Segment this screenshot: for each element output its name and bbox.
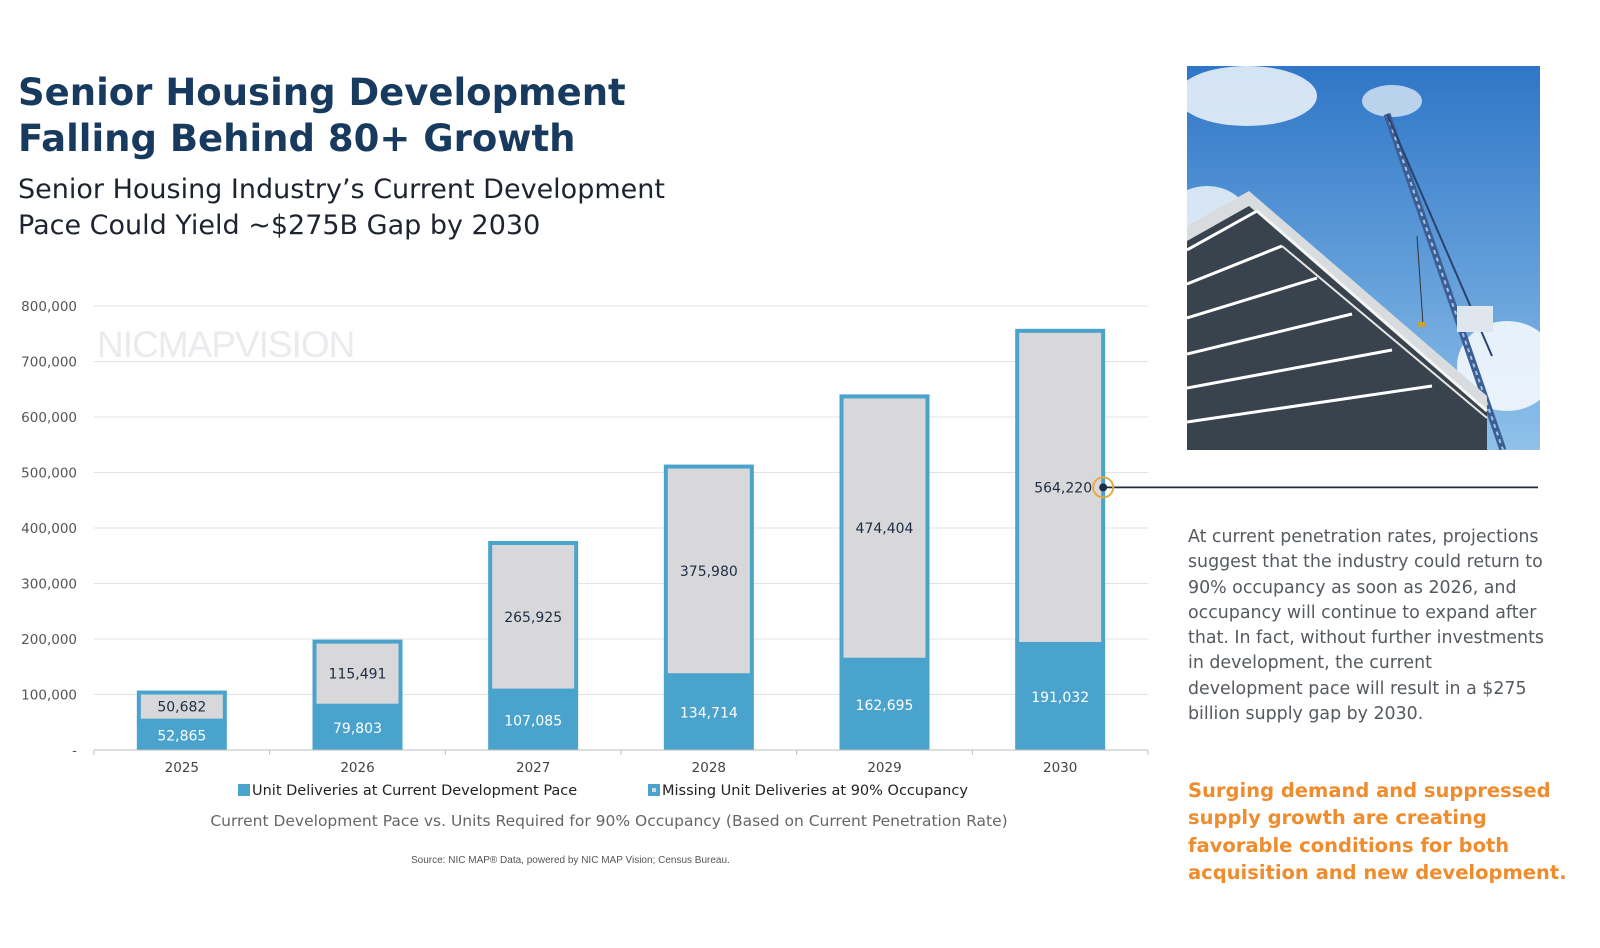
y-tick-label: 100,000: [21, 688, 77, 704]
page-subtitle: Senior Housing Industry’s Current Develo…: [18, 174, 665, 241]
bar-missing-2028: [663, 464, 754, 678]
y-tick-label: 700,000: [21, 355, 77, 371]
y-tick-label: -: [72, 743, 77, 759]
highlight-connector: [1092, 476, 1538, 499]
y-tick-label: 200,000: [21, 632, 77, 648]
data-label-delivered-2028: 134,714: [680, 706, 738, 722]
legend-swatch-delivered: [238, 784, 250, 796]
x-axis-title: Current Development Pace vs. Units Requi…: [210, 812, 1007, 830]
bar-missing-2030: [1015, 328, 1106, 646]
y-tick-label: 800,000: [21, 299, 77, 315]
chart-bars: 52,865 50,682 79,803 115,491 107,085 265,925 1…: [136, 328, 1106, 750]
connector-dot: [1099, 483, 1108, 492]
y-tick-label: 300,000: [21, 577, 77, 593]
bar-missing-2026: [312, 639, 403, 708]
source-note: Source: NIC MAP® Data, powered by NIC MA…: [411, 855, 730, 866]
x-tick-label: 2028: [692, 760, 726, 776]
chart-legend: Unit Deliveries at Current Development P…: [238, 783, 968, 799]
bar-delivered-2028: [663, 675, 754, 750]
x-tick-label: 2027: [516, 760, 550, 776]
data-label-missing-2030: 564,220: [1034, 480, 1092, 496]
legend-swatch-missing-inner: [652, 788, 656, 792]
page-title: Senior Housing Development Falling Behin…: [18, 71, 626, 160]
data-label-missing-2026: 115,491: [329, 667, 387, 683]
bar-missing-2029: [839, 394, 930, 662]
data-label-delivered-2026: 79,803: [333, 721, 382, 737]
data-label-delivered-2027: 107,085: [504, 713, 562, 729]
legend-label-delivered: Unit Deliveries at Current Development P…: [252, 783, 577, 799]
bar-delivered-2025: [136, 720, 227, 750]
y-tick-label: 400,000: [21, 521, 77, 537]
y-tick-label: 500,000: [21, 466, 77, 482]
x-tick-label: 2026: [340, 760, 374, 776]
connector-ring: [1092, 476, 1115, 499]
data-label-delivered-2025: 52,865: [157, 728, 206, 744]
data-label-missing-2027: 265,925: [504, 610, 562, 626]
x-tick-label: 2025: [165, 760, 199, 776]
chart-gridlines: [94, 305, 1148, 695]
bar-delivered-2030: [1015, 643, 1106, 750]
bar-missing-2025: [136, 690, 227, 723]
bar-delivered-2027: [488, 690, 579, 750]
y-axis: - 100,000 200,000 300,000 400,000 500,000 600,…: [21, 299, 77, 759]
stacked-bar-chart: NICMAPVISION - 100,000 200,000 300,000 400,0…: [21, 299, 1538, 830]
data-label-delivered-2030: 191,032: [1031, 690, 1089, 706]
bar-delivered-2026: [312, 705, 403, 750]
x-tick-label: 2029: [867, 760, 901, 776]
data-label-missing-2028: 375,980: [680, 564, 738, 580]
bar-missing-2027: [488, 540, 579, 693]
watermark-logo: NICMAPVISION: [97, 324, 354, 365]
body-paragraph: At current penetration rates, projection…: [1188, 527, 1544, 725]
x-tick-label: 2030: [1043, 760, 1077, 776]
legend-label-missing: Missing Unit Deliveries at 90% Occupancy: [662, 783, 968, 799]
bar-delivered-2029: [839, 659, 930, 750]
data-label-delivered-2029: 162,695: [856, 698, 914, 714]
data-label-missing-2029: 474,404: [856, 521, 914, 537]
y-tick-label: 600,000: [21, 410, 77, 426]
data-label-missing-2025: 50,682: [157, 700, 206, 716]
callout-text: Surging demand and suppressed supply gro…: [1188, 779, 1567, 884]
x-axis: 2025 2026 2027 2028 2029 2030: [93, 749, 1149, 776]
construction-photo: [1187, 66, 1540, 450]
